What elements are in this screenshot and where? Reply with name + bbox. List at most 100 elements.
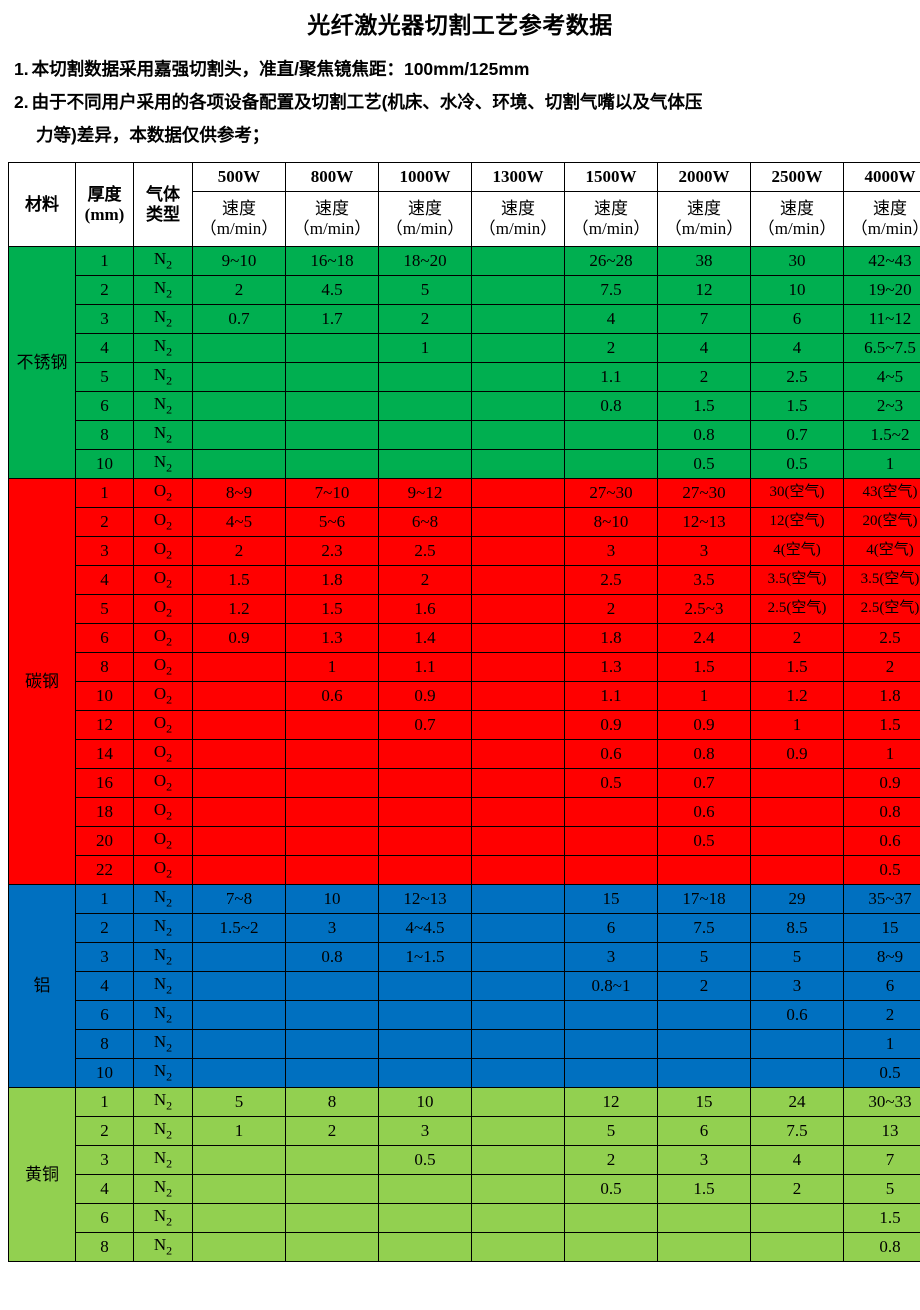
speed-value-cell: 1.8 [565,624,658,653]
speed-value-cell: 3.5 [658,566,751,595]
speed-value-cell: 1.3 [286,624,379,653]
speed-value-cell: 0.9 [844,769,920,798]
speed-label: 速度 [315,199,349,218]
speed-value-cell: 2 [844,1001,920,1030]
speed-value-cell [193,1146,286,1175]
note-text-continued: 力等)差异，本数据仅供参考； [36,120,912,150]
speed-value-cell: 1.4 [379,624,472,653]
speed-value-cell [472,334,565,363]
speed-value-cell [565,827,658,856]
speed-value-cell: 1 [193,1117,286,1146]
speed-value-cell [472,827,565,856]
note-item-2-continued: 力等)差异，本数据仅供参考； [14,120,912,150]
speed-value-cell [751,827,844,856]
speed-value-cell: 0.5 [658,450,751,479]
speed-value-cell [286,1146,379,1175]
note-item-1: 1. 本切割数据采用嘉强切割头，准直/聚焦镜焦距：100mm/125mm [14,54,912,84]
speed-unit: （m/min） [193,219,285,239]
speed-value-cell: 12(空气) [751,508,844,537]
speed-value-cell: 0.6 [658,798,751,827]
speed-value-cell: 7 [658,305,751,334]
speed-value-cell: 4(空气) [751,537,844,566]
speed-value-cell: 1.1 [379,653,472,682]
header-thickness-line2: (mm) [85,205,125,224]
speed-value-cell [193,392,286,421]
speed-value-cell: 1.5 [658,1175,751,1204]
speed-value-cell: 6.5~7.5 [844,334,920,363]
speed-value-cell: 17~18 [658,885,751,914]
speed-value-cell: 0.8~1 [565,972,658,1001]
speed-value-cell: 2 [751,1175,844,1204]
speed-value-cell: 1.8 [844,682,920,711]
speed-value-cell: 1 [658,682,751,711]
gas-type-cell: N2 [134,363,193,392]
speed-value-cell [286,769,379,798]
speed-value-cell [472,914,565,943]
speed-value-cell: 2 [565,334,658,363]
speed-value-cell: 15 [658,1088,751,1117]
thickness-cell: 4 [76,1175,134,1204]
speed-value-cell: 7.5 [565,276,658,305]
speed-value-cell [472,943,565,972]
speed-value-cell [658,1204,751,1233]
speed-value-cell: 4~4.5 [379,914,472,943]
speed-value-cell [472,1088,565,1117]
note-number: 1. [14,54,32,84]
speed-label: 速度 [780,199,814,218]
thickness-cell: 16 [76,769,134,798]
speed-value-cell: 7 [844,1146,920,1175]
gas-type-cell: O2 [134,827,193,856]
speed-value-cell: 0.9 [658,711,751,740]
speed-value-cell: 6 [565,914,658,943]
speed-value-cell: 2 [193,276,286,305]
speed-value-cell: 24 [751,1088,844,1117]
speed-value-cell [286,1001,379,1030]
thickness-cell: 10 [76,1059,134,1088]
speed-value-cell [286,740,379,769]
speed-label: 速度 [594,199,628,218]
speed-unit: （m/min） [565,219,657,239]
thickness-cell: 6 [76,392,134,421]
speed-value-cell: 0.8 [658,421,751,450]
speed-value-cell [472,508,565,537]
speed-value-cell [565,1233,658,1262]
speed-value-cell: 2 [844,653,920,682]
speed-value-cell [379,1030,472,1059]
speed-value-cell [193,334,286,363]
speed-value-cell [472,972,565,1001]
speed-value-cell [193,450,286,479]
thickness-cell: 2 [76,1117,134,1146]
gas-type-cell: N2 [134,247,193,276]
speed-value-cell: 0.6 [751,1001,844,1030]
speed-value-cell [379,798,472,827]
speed-value-cell: 0.5 [844,1059,920,1088]
speed-value-cell: 9~12 [379,479,472,508]
speed-value-cell: 3 [565,537,658,566]
speed-value-cell [379,450,472,479]
speed-value-cell: 18~20 [379,247,472,276]
speed-value-cell [472,856,565,885]
speed-unit: （m/min） [844,219,920,239]
speed-value-cell [472,624,565,653]
speed-value-cell [286,711,379,740]
speed-value-cell: 2 [193,537,286,566]
speed-value-cell [751,1030,844,1059]
speed-value-cell: 19~20 [844,276,920,305]
speed-value-cell: 8~10 [565,508,658,537]
speed-value-cell: 6 [844,972,920,1001]
speed-value-cell: 1.5 [751,392,844,421]
speed-value-cell [658,856,751,885]
speed-value-cell: 1.5 [751,653,844,682]
gas-type-cell: N2 [134,1088,193,1117]
speed-value-cell [472,711,565,740]
speed-value-cell [565,856,658,885]
